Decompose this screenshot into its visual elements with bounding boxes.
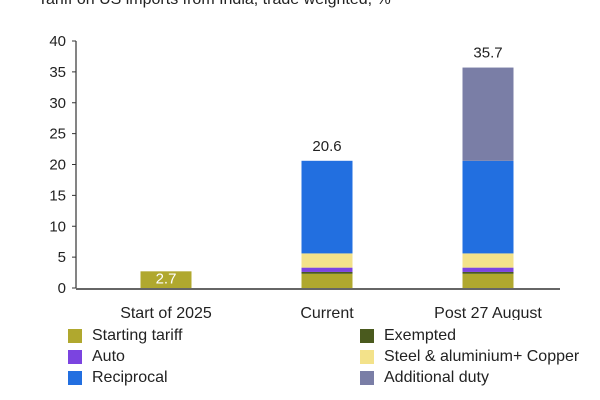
y-tick-label: 35 (49, 64, 66, 81)
bar-chart: 0 5 10 15 20 25 30 35 40 2.7 Start of 2025 20.6 Curr… (49, 33, 560, 320)
total-label: 20.6 (312, 138, 341, 155)
y-tick-label: 0 (58, 280, 66, 297)
legend-swatch (68, 350, 82, 364)
y-tick-label: 30 (49, 95, 66, 112)
legend-label: Steel & aluminium+ Copper (384, 348, 580, 365)
bar-segment-reciprocal (301, 160, 353, 254)
bar-segment-starting-tariff (140, 271, 192, 288)
y-tick-label: 5 (58, 249, 66, 266)
legend-item: Starting tariff (68, 327, 182, 345)
bar-segment-starting-tariff (462, 273, 514, 288)
legend-item: Exempted (360, 327, 456, 345)
chart-title: Tariff on US imports from India, trade w… (38, 0, 391, 9)
y-tick-label: 10 (49, 218, 66, 235)
bar-segment-exempted (462, 271, 514, 274)
bar-segment-auto (301, 267, 353, 272)
x-tick-label: Current (300, 305, 354, 320)
bar-segment-auto (462, 267, 514, 272)
x-tick-label: Start of 2025 (120, 305, 212, 320)
legend-swatch (68, 329, 82, 343)
bar-segment-additional-duty (462, 67, 514, 161)
legend-label: Starting tariff (92, 327, 183, 344)
x-tick-label: Post 27 August (434, 305, 542, 320)
y-tick-label: 15 (49, 187, 66, 204)
bar-segment-steel-aluminium-copper (301, 253, 353, 268)
legend-item: Steel & aluminium+ Copper (360, 348, 579, 366)
total-label: 35.7 (473, 45, 502, 62)
legend-item: Additional duty (360, 369, 489, 387)
legend-swatch (360, 329, 374, 343)
total-label: 2.7 (156, 270, 177, 287)
y-tick-label: 20 (49, 157, 66, 174)
legend-label: Reciprocal (92, 369, 168, 386)
bar-segment-starting-tariff (301, 273, 353, 288)
legend-item: Auto (68, 348, 125, 366)
bar-segment-reciprocal (462, 160, 514, 254)
legend-label: Exempted (384, 327, 457, 344)
bar-segment-steel-aluminium-copper (462, 253, 514, 268)
legend-swatch (360, 350, 374, 364)
y-tick-label: 25 (49, 126, 66, 143)
bar-segment-exempted (301, 271, 353, 274)
legend-item: Reciprocal (68, 369, 168, 387)
legend-label: Auto (92, 348, 125, 365)
legend-swatch (68, 371, 82, 385)
legend-swatch (360, 371, 374, 385)
y-tick-label: 40 (49, 33, 66, 50)
legend-label: Additional duty (384, 369, 489, 386)
